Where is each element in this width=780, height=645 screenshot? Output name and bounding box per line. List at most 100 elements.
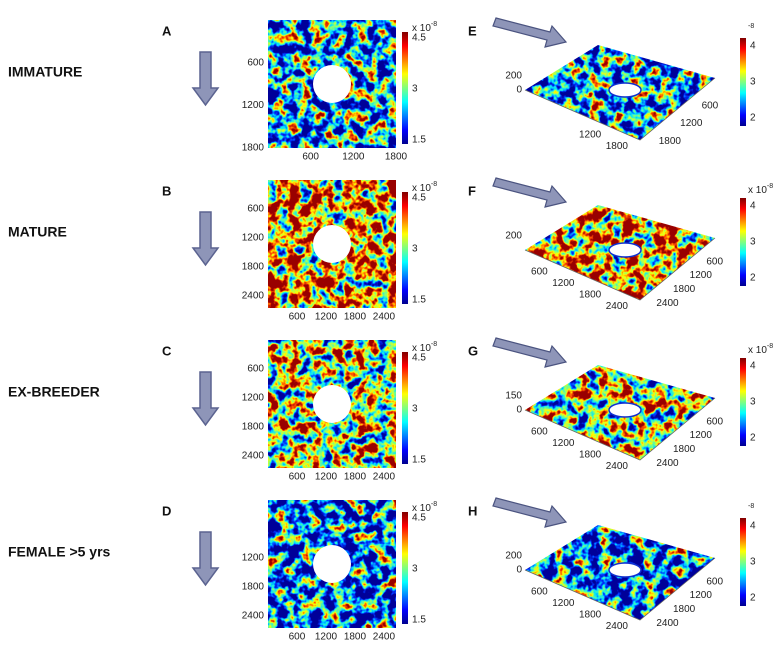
front-tick-label: 1200 (552, 438, 575, 449)
colorbar-tick-label: 1.5 (412, 295, 426, 306)
colorbar-tick-label: 4 (750, 361, 756, 372)
pointer-arrow (492, 337, 568, 368)
exponent-base: x 10 (412, 23, 431, 34)
hole (608, 242, 642, 258)
exponent-power: -8 (767, 183, 773, 190)
right-tick-label: 1800 (659, 136, 682, 147)
hole (608, 402, 642, 418)
front-tick-label: 1800 (579, 450, 602, 461)
exponent-base: x 10 (412, 183, 431, 194)
colorbar-tick-label: 4.5 (412, 33, 426, 44)
x-tick-label: 2400 (373, 472, 396, 483)
x-tick-label: 1200 (315, 312, 338, 323)
front-tick-label: 1200 (579, 130, 602, 141)
colorbar (740, 38, 746, 126)
row-label: FEMALE >5 yrs (8, 544, 111, 560)
right-tick-label: 1200 (690, 270, 713, 281)
z-tick-label: 150 (505, 391, 522, 402)
right-tick-label: 1800 (673, 604, 696, 615)
colorbar-exponent: x 10-8 (412, 501, 437, 514)
y-tick-label: 1200 (242, 233, 265, 244)
panel-letter: F (468, 183, 476, 198)
row-label: IMMATURE (8, 64, 82, 80)
front-tick-label: 600 (531, 586, 548, 597)
front-tick-label: 600 (531, 426, 548, 437)
down-arrow (191, 51, 220, 107)
colorbar (740, 358, 746, 446)
surface-edge (524, 77, 716, 141)
panel-letter: E (468, 23, 477, 38)
colorbar-tick-label: 3 (750, 557, 756, 568)
y-tick-label: 1800 (242, 422, 265, 433)
exponent-base: x 10 (748, 185, 767, 196)
x-tick-label: 1800 (385, 152, 408, 163)
z-tick-label: 200 (505, 551, 522, 562)
down-arrow (191, 531, 220, 587)
pointer-arrow (492, 17, 568, 48)
front-tick-label: 1800 (579, 290, 602, 301)
y-tick-label: 600 (247, 57, 264, 68)
y-tick-label: 2400 (242, 611, 265, 622)
colorbar-tick-label: 4.5 (412, 353, 426, 364)
exponent-base: x 10 (412, 343, 431, 354)
panel-letter: A (162, 23, 172, 38)
colorbar-tick-label: 4 (750, 41, 756, 52)
colorbar-tick-label: 2 (750, 593, 756, 604)
colorbar-tick-label: 3 (412, 404, 418, 415)
y-tick-label: 2400 (242, 291, 265, 302)
colorbar (402, 512, 408, 624)
panel-letter: D (162, 503, 171, 518)
z-tick-label: 200 (505, 231, 522, 242)
colorbar (402, 352, 408, 464)
surface-edge (524, 557, 716, 621)
front-tick-label: 1800 (606, 141, 629, 152)
right-tick-label: 2400 (656, 618, 679, 629)
y-tick-label: 1800 (242, 143, 265, 154)
colorbar-exponent: -8 (748, 23, 754, 30)
front-tick-label: 600 (531, 266, 548, 277)
x-tick-label: 1800 (344, 312, 367, 323)
exponent-power: -8 (431, 181, 437, 188)
colorbar-tick-label: 4 (750, 521, 756, 532)
right-tick-label: 600 (706, 416, 723, 427)
z-tick-label: 0 (516, 565, 522, 576)
front-tick-label: 2400 (606, 301, 629, 312)
panel-letter: C (162, 343, 172, 358)
colorbar (740, 518, 746, 606)
colorbar-exponent: x 10-8 (412, 181, 437, 194)
exponent-power: -8 (431, 21, 437, 28)
x-tick-label: 600 (289, 632, 306, 643)
x-tick-label: 1200 (315, 472, 338, 483)
colorbar-exponent: x 10-8 (748, 343, 773, 356)
hole (608, 562, 642, 578)
colorbar-exponent: x 10-8 (412, 21, 437, 34)
hole (313, 385, 351, 423)
row-label: MATURE (8, 224, 67, 240)
colorbar-tick-label: 3 (412, 244, 418, 255)
colorbar (740, 198, 746, 286)
front-tick-label: 1200 (552, 278, 575, 289)
right-tick-label: 1200 (690, 590, 713, 601)
colorbar-tick-label: 2 (750, 113, 756, 124)
pointer-arrow (492, 177, 568, 208)
colorbar-tick-label: 2 (750, 273, 756, 284)
colorbar-tick-label: 2 (750, 433, 756, 444)
x-tick-label: 1200 (342, 152, 365, 163)
colorbar (402, 192, 408, 304)
surface-edge (524, 237, 716, 301)
front-tick-label: 1800 (579, 610, 602, 621)
hole (608, 82, 642, 98)
down-arrow (191, 371, 220, 427)
front-tick-label: 2400 (606, 461, 629, 472)
exponent-power: -8 (431, 341, 437, 348)
x-tick-label: 600 (289, 312, 306, 323)
exponent-power: -8 (748, 23, 754, 30)
y-tick-label: 1200 (242, 393, 265, 404)
row-label: EX-BREEDER (8, 384, 100, 400)
colorbar-tick-label: 1.5 (412, 615, 426, 626)
hole (313, 225, 351, 263)
colorbar-tick-label: 3 (750, 77, 756, 88)
exponent-power: -8 (748, 503, 754, 510)
y-tick-label: 1200 (242, 100, 265, 111)
surface-edge (524, 397, 716, 461)
